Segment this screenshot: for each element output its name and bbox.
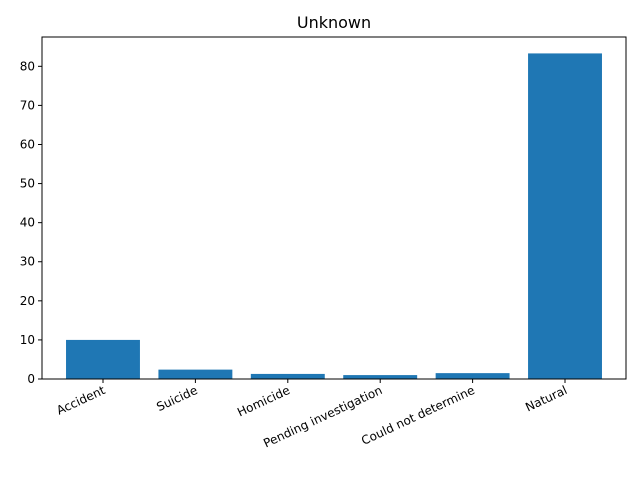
x-tick-label: Natural	[523, 383, 569, 414]
bar-could-not-determine	[435, 373, 510, 379]
x-tick-label: Accident	[54, 383, 107, 418]
bar-suicide	[158, 369, 233, 379]
plot-frame	[41, 36, 627, 380]
y-tick-label: 70	[20, 98, 35, 112]
chart-title: Unknown	[297, 13, 371, 32]
y-tick-label: 40	[20, 216, 35, 230]
x-tick-label: Suicide	[154, 383, 199, 414]
bar-pending-investigation	[343, 375, 418, 379]
bars-group	[66, 53, 602, 379]
y-tick-label: 30	[20, 255, 35, 269]
bar-accident	[66, 339, 140, 379]
bar-natural	[528, 53, 602, 379]
y-tick-label: 80	[20, 59, 35, 73]
y-tick-label: 10	[20, 333, 35, 347]
y-tick-label: 20	[20, 294, 35, 308]
y-tick-label: 50	[20, 177, 35, 191]
y-tick-label: 60	[20, 137, 35, 151]
bar-homicide	[250, 373, 325, 379]
x-tick-label: Homicide	[235, 383, 292, 419]
y-tick-label: 0	[27, 372, 35, 386]
y-axis: 0 10 20 30 40 50 60 70 80	[20, 59, 42, 386]
